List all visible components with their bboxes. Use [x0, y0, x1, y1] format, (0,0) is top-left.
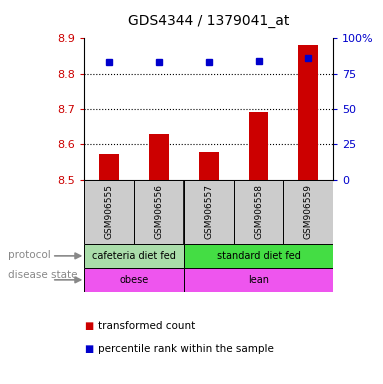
Text: standard diet fed: standard diet fed: [217, 251, 300, 261]
Text: GSM906559: GSM906559: [304, 184, 313, 239]
Text: GSM906558: GSM906558: [254, 184, 263, 239]
Text: ■: ■: [84, 344, 93, 354]
Bar: [234, 180, 283, 244]
Text: GDS4344 / 1379041_at: GDS4344 / 1379041_at: [128, 14, 290, 28]
Text: cafeteria diet fed: cafeteria diet fed: [92, 251, 176, 261]
Bar: [184, 268, 333, 292]
Bar: [298, 45, 318, 180]
Text: GSM906555: GSM906555: [105, 184, 114, 239]
Text: percentile rank within the sample: percentile rank within the sample: [98, 344, 273, 354]
Bar: [84, 180, 134, 244]
Text: ■: ■: [84, 321, 93, 331]
Bar: [149, 134, 169, 180]
Text: obese: obese: [119, 275, 149, 285]
Text: lean: lean: [248, 275, 269, 285]
Text: protocol: protocol: [8, 250, 51, 260]
Bar: [199, 152, 219, 180]
Text: disease state: disease state: [8, 270, 77, 280]
Text: GSM906557: GSM906557: [204, 184, 213, 239]
Bar: [249, 111, 268, 180]
Bar: [184, 244, 333, 268]
Bar: [283, 180, 333, 244]
Bar: [99, 154, 119, 180]
Bar: [184, 180, 234, 244]
Text: GSM906556: GSM906556: [154, 184, 164, 239]
Bar: [134, 180, 184, 244]
Bar: [84, 268, 184, 292]
Text: transformed count: transformed count: [98, 321, 195, 331]
Bar: [84, 244, 184, 268]
